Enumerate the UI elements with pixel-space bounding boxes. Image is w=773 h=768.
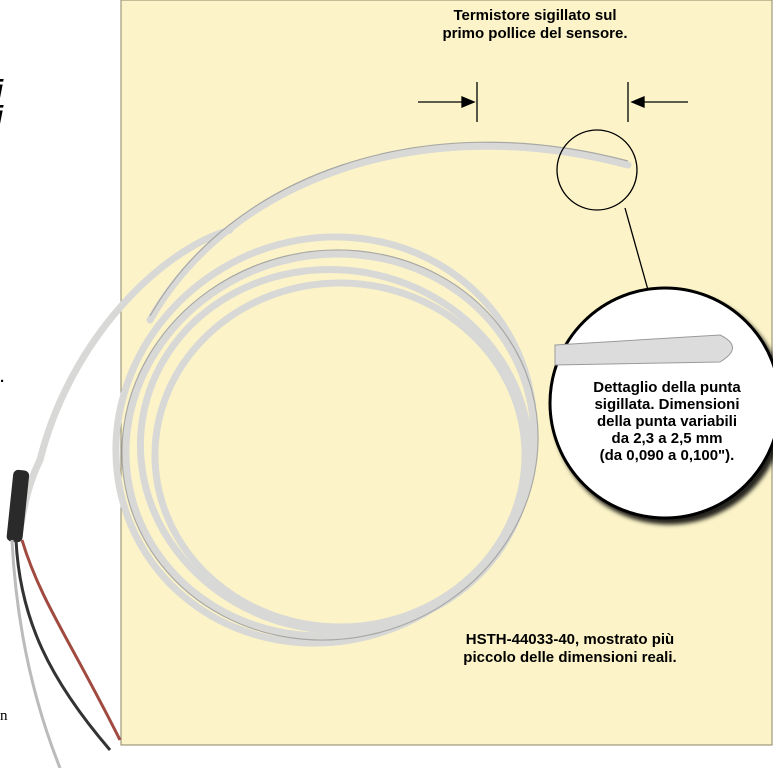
- lead-wires: [12, 540, 120, 768]
- detail-label: da 2,3 a 2,5 mm: [612, 430, 723, 447]
- detail-label: della punta variabili: [597, 413, 737, 430]
- detail-label: Dettaglio della punta: [593, 379, 741, 396]
- thermistor-label: Termistore sigillato sul: [453, 7, 616, 24]
- edge-fragment: n: [0, 708, 8, 724]
- edge-fragment: i: [0, 100, 4, 130]
- figure: Termistore sigillato sul primo pollice d…: [0, 0, 773, 768]
- caption: HSTH-44033-40, mostrato più: [466, 631, 674, 648]
- edge-fragment: .: [0, 369, 4, 386]
- thermistor-label: primo pollice del sensore.: [442, 25, 627, 42]
- detail-label: (da 0,090 a 0,100").: [600, 447, 735, 464]
- caption: piccolo delle dimensioni reali.: [463, 649, 676, 666]
- detail-label: sigillata. Dimensioni: [594, 396, 739, 413]
- page: Termistore sigillato sul primo pollice d…: [0, 0, 773, 768]
